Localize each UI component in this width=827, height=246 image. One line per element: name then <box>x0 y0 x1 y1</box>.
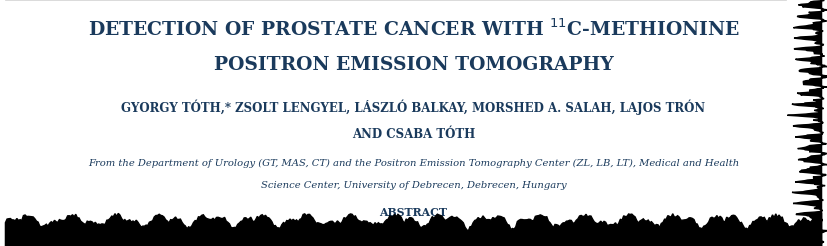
Text: From the Department of Urology (GT, MAS, CT) and the Positron Emission Tomograph: From the Department of Urology (GT, MAS,… <box>88 159 739 168</box>
Text: DETECTION OF PROSTATE CANCER WITH $^{11}$C-METHIONINE: DETECTION OF PROSTATE CANCER WITH $^{11}… <box>88 19 739 40</box>
Text: GYORGY TÓTH,* ZSOLT LENGYEL, LÁSZLÓ BALKAY, MORSHED A. SALAH, LAJOS TRÓN: GYORGY TÓTH,* ZSOLT LENGYEL, LÁSZLÓ BALK… <box>122 99 705 115</box>
Text: Science Center, University of Debrecen, Debrecen, Hungary: Science Center, University of Debrecen, … <box>261 181 566 190</box>
Polygon shape <box>6 213 821 246</box>
Text: POSITRON EMISSION TOMOGRAPHY: POSITRON EMISSION TOMOGRAPHY <box>213 56 614 74</box>
Text: AND CSABA TÓTH: AND CSABA TÓTH <box>351 128 476 140</box>
Text: ABSTRACT: ABSTRACT <box>380 207 447 217</box>
Polygon shape <box>787 0 827 246</box>
